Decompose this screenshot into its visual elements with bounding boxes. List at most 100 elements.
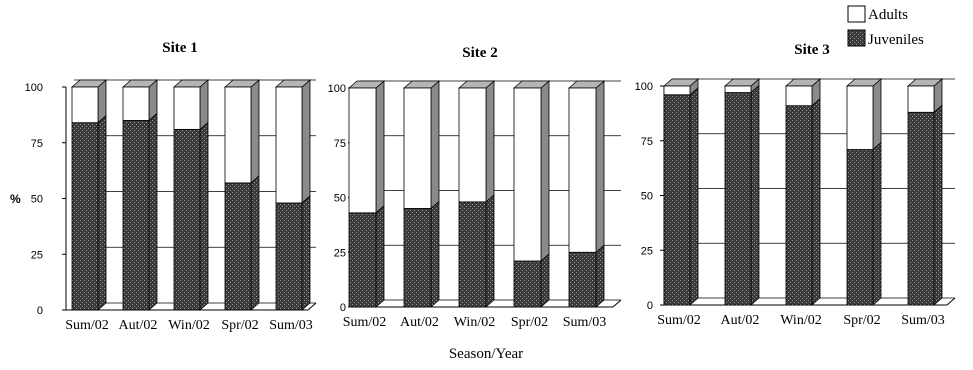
x-tick-label: Win/02 xyxy=(168,318,209,333)
y-tick-label: 50 xyxy=(31,194,43,206)
bar-adults-side xyxy=(540,80,550,262)
bar-juveniles-side xyxy=(199,121,209,311)
bar-adults xyxy=(458,87,487,203)
bar-juveniles xyxy=(568,251,597,308)
y-tick-label: 100 xyxy=(25,82,43,94)
x-tick-label: Sum/02 xyxy=(65,318,109,333)
bar-juveniles xyxy=(122,120,150,311)
x-tick-label: Spr/02 xyxy=(511,315,548,330)
y-tick-label: 25 xyxy=(334,247,346,259)
legend-label-juveniles: Juveniles xyxy=(868,32,924,48)
bar-adults xyxy=(122,86,150,121)
bar-juveniles-side xyxy=(430,200,440,308)
bar-juveniles xyxy=(724,92,752,306)
bar-juveniles xyxy=(663,94,691,306)
bar-juveniles xyxy=(403,208,432,308)
bar-adults-side xyxy=(430,80,440,210)
y-tick-label: 75 xyxy=(641,136,653,148)
y-tick-label: 75 xyxy=(334,138,346,150)
legend: Adults Juveniles xyxy=(847,5,924,48)
y-tick-label: 100 xyxy=(328,83,346,95)
bar-adults xyxy=(275,86,303,204)
bar-juveniles-side xyxy=(933,104,943,306)
bar-juveniles-side xyxy=(595,244,605,308)
x-axis-depth-line xyxy=(612,299,622,308)
bar-juveniles xyxy=(173,128,201,311)
bar-juveniles-side xyxy=(811,97,821,306)
bar-juveniles xyxy=(71,122,99,311)
x-tick-label: Sum/02 xyxy=(657,313,701,328)
legend-swatch-juveniles xyxy=(847,29,866,47)
chart-title: Site 2 xyxy=(462,45,497,61)
bar-adults-side xyxy=(485,80,495,203)
bar-juveniles-side xyxy=(301,195,311,311)
bar-adults xyxy=(173,86,201,130)
y-tick-label: 0 xyxy=(340,302,346,314)
bar-adults xyxy=(724,85,752,93)
bar-juveniles xyxy=(846,149,874,306)
legend-label-adults: Adults xyxy=(868,7,908,23)
bar-adults-side xyxy=(199,79,209,131)
bar-juveniles xyxy=(348,212,377,308)
bar-adults-side xyxy=(301,79,311,204)
bar-juveniles xyxy=(224,182,252,311)
y-tick-label: 0 xyxy=(647,300,653,312)
bar-juveniles xyxy=(785,105,813,306)
bar-juveniles xyxy=(458,201,487,308)
bar-juveniles-side xyxy=(872,141,882,306)
bar-adults xyxy=(846,85,874,150)
bar-adults-side xyxy=(250,79,260,184)
bar-adults xyxy=(348,87,377,214)
y-tick-label: 50 xyxy=(641,191,653,203)
bar-juveniles-side xyxy=(689,86,699,306)
y-tick-label: 50 xyxy=(334,193,346,205)
x-tick-label: Sum/03 xyxy=(901,313,945,328)
x-tick-label: Sum/03 xyxy=(269,318,313,333)
y-tick-label: 0 xyxy=(37,305,43,317)
bar-juveniles-side xyxy=(750,84,760,306)
y-tick-label: 25 xyxy=(641,245,653,257)
bar-adults xyxy=(663,85,691,96)
bar-juveniles-side xyxy=(250,175,260,311)
bar-juveniles-side xyxy=(375,204,385,308)
x-axis-depth-line xyxy=(307,302,317,311)
x-tick-label: Aut/02 xyxy=(400,315,439,330)
x-tick-label: Spr/02 xyxy=(221,318,258,333)
y-tick-label: 75 xyxy=(31,138,43,150)
bar-adults-side xyxy=(595,80,605,254)
x-tick-label: Aut/02 xyxy=(721,313,760,328)
bar-juveniles-side xyxy=(540,253,550,308)
chart-title: Site 1 xyxy=(162,40,197,56)
y-axis-label: % xyxy=(10,192,21,206)
bar-adults-side xyxy=(375,80,385,214)
bar-adults xyxy=(568,87,597,253)
x-tick-label: Sum/03 xyxy=(563,315,607,330)
bar-juveniles xyxy=(513,260,542,308)
x-tick-label: Sum/02 xyxy=(343,315,387,330)
chart-panel-site-1: Site 1 0 25 50 75 100 Sum/02 Aut/02 Win/02 Spr/02… xyxy=(25,40,317,333)
x-tick-label: Win/02 xyxy=(454,315,495,330)
legend-swatch-adults xyxy=(847,5,866,23)
chart-panel-site-2: Site 2 0 25 50 75 100 Sum/02 Aut/02 Win/02 Spr/02… xyxy=(328,45,622,330)
bar-adults xyxy=(513,87,542,262)
chart-title: Site 3 xyxy=(794,42,829,58)
y-tick-label: 100 xyxy=(635,81,653,93)
x-tick-label: Spr/02 xyxy=(843,313,880,328)
bar-juveniles-side xyxy=(97,114,107,311)
bar-adults xyxy=(71,86,99,124)
bar-adults-side xyxy=(872,78,882,151)
bar-juveniles-side xyxy=(148,112,158,311)
bar-adults xyxy=(785,85,813,107)
bar-adults xyxy=(907,85,935,113)
x-axis-depth-line xyxy=(946,297,956,306)
bar-juveniles-side xyxy=(485,193,495,308)
bar-adults xyxy=(224,86,252,184)
bar-adults xyxy=(403,87,432,209)
bar-juveniles xyxy=(275,202,303,311)
x-axis-title: Season/Year xyxy=(449,346,523,362)
bar-juveniles xyxy=(907,111,935,306)
y-tick-label: 25 xyxy=(31,249,43,261)
x-tick-label: Win/02 xyxy=(780,313,821,328)
